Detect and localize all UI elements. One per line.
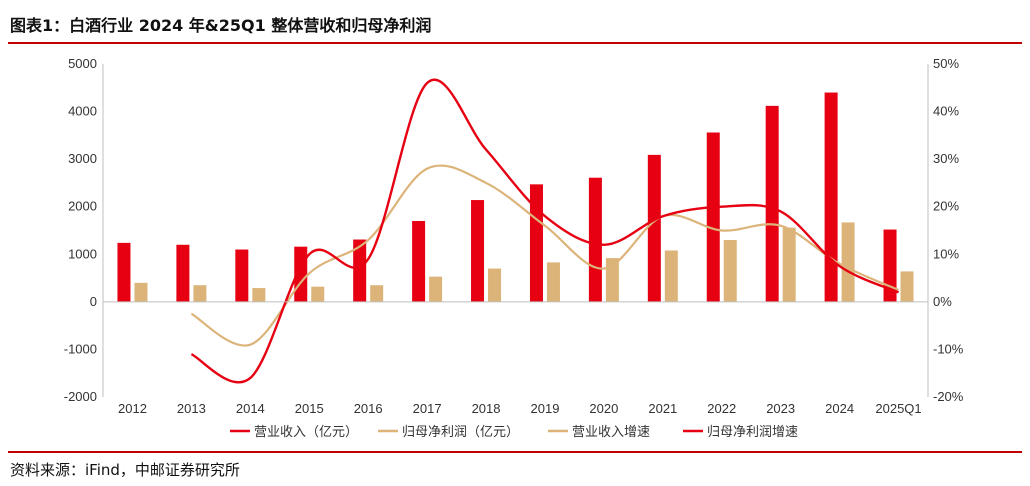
- chart-title: 图表1：白酒行业 2024 年&25Q1 整体营收和归母净利润: [10, 16, 432, 35]
- legend-label: 归母净利润（亿元）: [402, 425, 519, 440]
- y-right-tick-label: 40%: [933, 104, 959, 119]
- x-tick-label: 2022: [707, 401, 736, 416]
- profit-bar: [134, 282, 148, 302]
- profit-bar: [900, 271, 914, 302]
- profit-bar: [370, 285, 384, 302]
- revenue-bar: [353, 239, 367, 302]
- y-left-tick-label: 2000: [68, 199, 97, 214]
- legend-label: 营业收入增速: [572, 425, 650, 440]
- revenue-bar: [412, 220, 426, 302]
- x-tick-label: 2024: [825, 401, 854, 416]
- y-left-tick-label: 1000: [68, 246, 97, 261]
- chart-svg: 5000 4000 3000 2000 1000 0 -1000 -2000 50% 40% 30…: [64, 56, 964, 440]
- title-divider: [8, 42, 1022, 44]
- revenue-bar: [765, 105, 779, 302]
- x-tick-label: 2020: [589, 401, 618, 416]
- profit-bar: [488, 268, 502, 302]
- profit-bar: [429, 276, 443, 302]
- profit-bar: [723, 240, 737, 302]
- y-right-tick-label: 20%: [933, 199, 959, 214]
- profit-growth-line: [190, 78, 900, 384]
- profit-bar: [546, 262, 560, 302]
- revenue-bar: [235, 249, 249, 302]
- revenue-bar: [883, 229, 897, 302]
- legend-label: 营业收入（亿元）: [254, 425, 358, 440]
- y-right-tick-label: -10%: [933, 341, 964, 356]
- revenue-bar: [529, 184, 543, 302]
- revenue-bar: [471, 200, 485, 302]
- y-right-tick-label: 50%: [933, 56, 959, 71]
- profit-bar: [193, 285, 207, 302]
- revenue-bar: [117, 242, 131, 302]
- y-right-tick-label: 30%: [933, 151, 959, 166]
- source-note: 资料来源：iFind，中邮证券研究所: [10, 461, 240, 479]
- y-left-tick-label: 3000: [68, 151, 97, 166]
- legend: 营业收入（亿元） 归母净利润（亿元） 营业收入增速 归母净利润增速: [230, 425, 798, 440]
- revenue-bar: [647, 154, 661, 302]
- footer-divider: [8, 451, 1022, 453]
- profit-bar: [664, 250, 678, 302]
- x-tick-label: 2014: [236, 401, 265, 416]
- x-tick-label: 2019: [531, 401, 560, 416]
- profit-bar: [252, 288, 266, 302]
- y-left-tick-label: 5000: [68, 56, 97, 71]
- revenue-growth-line: [190, 164, 899, 347]
- y-left-axis: 5000 4000 3000 2000 1000 0 -1000 -2000: [64, 56, 104, 404]
- x-tick-label: 2021: [648, 401, 677, 416]
- x-tick-label: 2025Q1: [875, 401, 921, 416]
- x-tick-label: 2015: [295, 401, 324, 416]
- profit-bar: [311, 286, 325, 302]
- x-tick-label: 2023: [766, 401, 795, 416]
- revenue-bar: [176, 244, 190, 302]
- y-left-tick-label: -2000: [64, 389, 97, 404]
- x-axis: 2012 2013 2014 2015 2016 2017 2018 2019 2020 2021…: [103, 301, 928, 416]
- y-right-tick-label: -20%: [933, 389, 964, 404]
- x-tick-label: 2018: [472, 401, 501, 416]
- legend-label: 归母净利润增速: [707, 425, 798, 440]
- profit-bar: [841, 222, 855, 302]
- profit-bar: [605, 258, 619, 302]
- y-right-tick-label: 10%: [933, 246, 959, 261]
- y-left-tick-label: -1000: [64, 341, 97, 356]
- growth-lines: [190, 78, 900, 384]
- x-tick-label: 2012: [118, 401, 147, 416]
- revenue-bar: [588, 177, 602, 302]
- bars: [117, 92, 914, 302]
- x-tick-label: 2017: [413, 401, 442, 416]
- x-tick-label: 2016: [354, 401, 383, 416]
- y-left-tick-label: 4000: [68, 104, 97, 119]
- revenue-bar: [706, 132, 720, 302]
- profit-bar: [782, 227, 796, 302]
- y-left-tick-label: 0: [90, 294, 97, 309]
- y-right-axis: 50% 40% 30% 20% 10% 0% -10% -20%: [927, 56, 964, 404]
- y-right-tick-label: 0%: [933, 294, 952, 309]
- revenue-bar: [824, 92, 838, 302]
- x-tick-label: 2013: [177, 401, 206, 416]
